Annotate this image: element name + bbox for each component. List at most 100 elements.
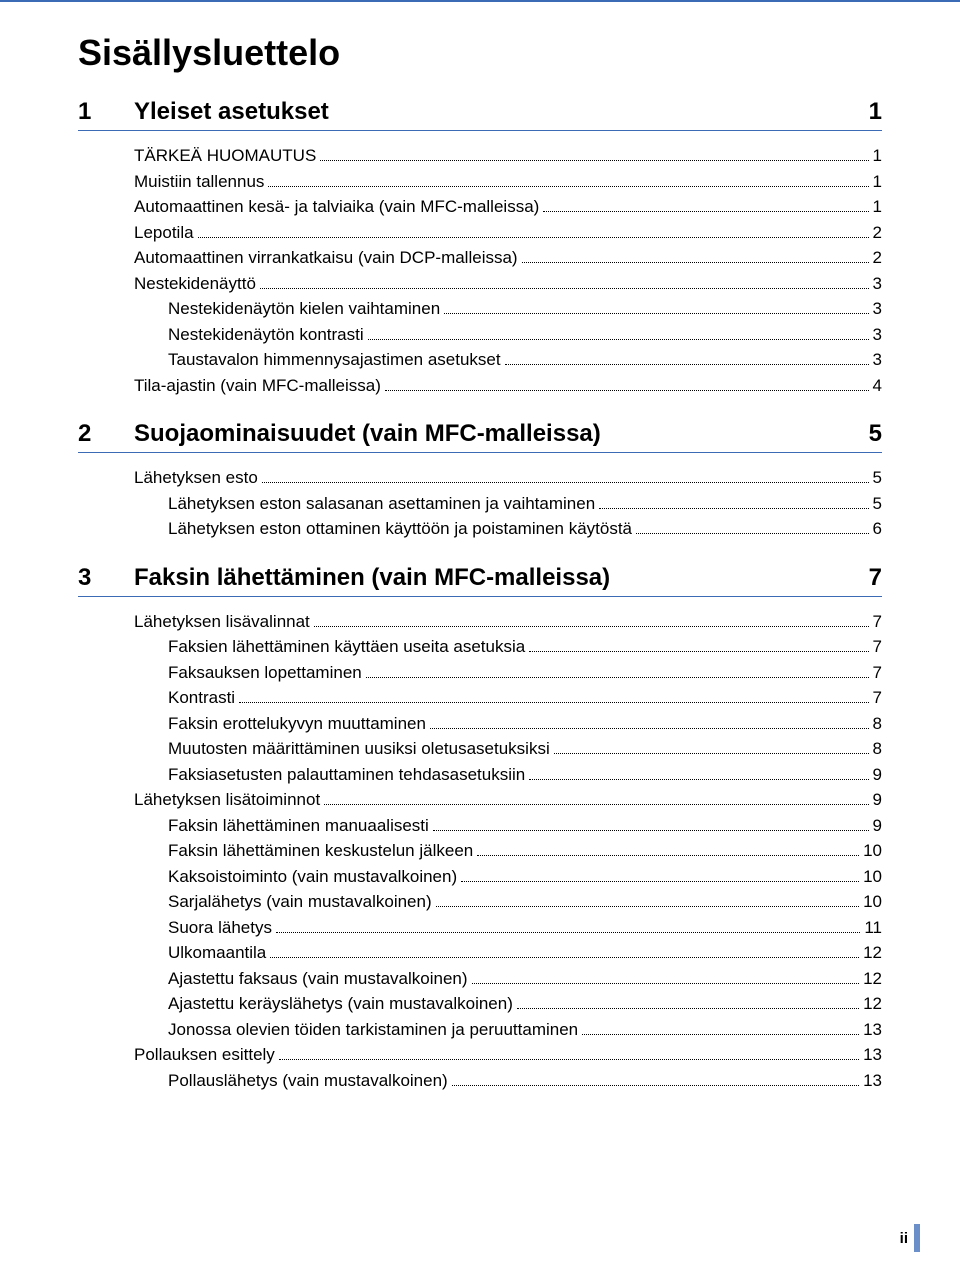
toc-entry[interactable]: Lähetyksen lisävalinnat 7 [134, 609, 882, 635]
toc-section: 2Suojaominaisuudet (vain MFC-malleissa)5… [78, 420, 882, 542]
toc-entry-page: 7 [873, 634, 882, 660]
toc-entry-page: 9 [873, 762, 882, 788]
toc-entry[interactable]: Pollauslähetys (vain mustavalkoinen) 13 [134, 1068, 882, 1094]
toc-entry[interactable]: Faksin lähettäminen manuaalisesti 9 [134, 813, 882, 839]
toc-entry[interactable]: Tila-ajastin (vain MFC-malleissa) 4 [134, 373, 882, 399]
toc-entry[interactable]: Lepotila 2 [134, 220, 882, 246]
toc-entry-page: 8 [873, 711, 882, 737]
section-entries: Lähetyksen lisävalinnat 7Faksien lähettä… [78, 609, 882, 1094]
toc-entry[interactable]: Suora lähetys 11 [134, 915, 882, 941]
toc-entry-page: 12 [863, 940, 882, 966]
toc-entry-page: 9 [873, 813, 882, 839]
toc-entry-page: 3 [873, 271, 882, 297]
toc-entry[interactable]: Nestekidenäytön kontrasti 3 [134, 322, 882, 348]
section-title: Faksin lähettäminen (vain MFC-malleissa) [134, 564, 859, 592]
toc-entry-label: Faksin lähettäminen keskustelun jälkeen [168, 838, 473, 864]
leader-dots [366, 677, 869, 678]
footer-page-number: ii [900, 1230, 908, 1247]
leader-dots [198, 237, 869, 238]
toc-entry[interactable]: Lähetyksen lisätoiminnot 9 [134, 787, 882, 813]
page: Sisällysluettelo 1Yleiset asetukset1TÄRK… [0, 0, 960, 1270]
toc-entry[interactable]: Faksauksen lopettaminen 7 [134, 660, 882, 686]
toc-entry[interactable]: TÄRKEÄ HUOMAUTUS 1 [134, 143, 882, 169]
toc-entry-label: Faksauksen lopettaminen [168, 660, 362, 686]
toc-entry-label: Ulkomaantila [168, 940, 266, 966]
leader-dots [260, 288, 869, 289]
toc-entry-page: 7 [873, 685, 882, 711]
toc-entry[interactable]: Taustavalon himmennysajastimen asetukset… [134, 347, 882, 373]
section-entries: TÄRKEÄ HUOMAUTUS 1Muistiin tallennus 1Au… [78, 143, 882, 398]
toc-entry-label: Muutosten määrittäminen uusiksi oletusas… [168, 736, 550, 762]
toc-entry-page: 3 [873, 296, 882, 322]
leader-dots [270, 957, 859, 958]
toc-entry[interactable]: Jonossa olevien töiden tarkistaminen ja … [134, 1017, 882, 1043]
leader-dots [554, 753, 869, 754]
toc-entry[interactable]: Kontrasti 7 [134, 685, 882, 711]
toc-entry[interactable]: Ajastettu faksaus (vain mustavalkoinen) … [134, 966, 882, 992]
footer-bar-icon [914, 1224, 920, 1252]
toc-entry-page: 1 [873, 143, 882, 169]
toc-entry-label: Faksiasetusten palauttaminen tehdasasetu… [168, 762, 525, 788]
leader-dots [314, 626, 869, 627]
toc-entry-page: 6 [873, 516, 882, 542]
toc-entry-label: Lähetyksen eston salasanan asettaminen j… [168, 491, 595, 517]
toc-entry-label: Tila-ajastin (vain MFC-malleissa) [134, 373, 381, 399]
leader-dots [279, 1059, 859, 1060]
toc-entry-label: Lepotila [134, 220, 194, 246]
leader-dots [529, 779, 868, 780]
toc-entry[interactable]: Automaattinen virrankatkaisu (vain DCP-m… [134, 245, 882, 271]
leader-dots [444, 313, 868, 314]
toc-entry-label: Kontrasti [168, 685, 235, 711]
toc-entry-page: 3 [873, 347, 882, 373]
toc-entry-page: 7 [873, 609, 882, 635]
leader-dots [276, 932, 860, 933]
section-number: 1 [78, 98, 134, 126]
toc-entry-page: 13 [863, 1042, 882, 1068]
toc-entry-label: Sarjalähetys (vain mustavalkoinen) [168, 889, 432, 915]
toc-entry[interactable]: Ajastettu keräyslähetys (vain mustavalko… [134, 991, 882, 1017]
toc-section: 1Yleiset asetukset1TÄRKEÄ HUOMAUTUS 1Mui… [78, 98, 882, 398]
toc-entry[interactable]: Lähetyksen esto 5 [134, 465, 882, 491]
toc-entry-page: 12 [863, 966, 882, 992]
leader-dots [320, 160, 868, 161]
toc-entry-label: Muistiin tallennus [134, 169, 264, 195]
document-title: Sisällysluettelo [78, 32, 882, 74]
toc-entry[interactable]: Faksin erottelukyvyn muuttaminen 8 [134, 711, 882, 737]
toc-entry-label: Lähetyksen esto [134, 465, 258, 491]
section-header: 3Faksin lähettäminen (vain MFC-malleissa… [78, 564, 882, 597]
toc-entry-page: 9 [873, 787, 882, 813]
toc-entry[interactable]: Lähetyksen eston salasanan asettaminen j… [134, 491, 882, 517]
toc-entry[interactable]: Ulkomaantila 12 [134, 940, 882, 966]
toc-entry[interactable]: Faksien lähettäminen käyttäen useita ase… [134, 634, 882, 660]
toc-entry[interactable]: Faksin lähettäminen keskustelun jälkeen … [134, 838, 882, 864]
toc-entry[interactable]: Nestekidenäyttö 3 [134, 271, 882, 297]
toc-entry[interactable]: Nestekidenäytön kielen vaihtaminen 3 [134, 296, 882, 322]
toc-entry[interactable]: Muistiin tallennus 1 [134, 169, 882, 195]
toc-entry[interactable]: Muutosten määrittäminen uusiksi oletusas… [134, 736, 882, 762]
leader-dots [543, 211, 868, 212]
toc-entry-label: Suora lähetys [168, 915, 272, 941]
toc-entry-label: Lähetyksen lisätoiminnot [134, 787, 320, 813]
leader-dots [522, 262, 869, 263]
toc-entry[interactable]: Faksiasetusten palauttaminen tehdasasetu… [134, 762, 882, 788]
toc-entry[interactable]: Automaattinen kesä- ja talviaika (vain M… [134, 194, 882, 220]
toc-entry-page: 5 [873, 491, 882, 517]
toc-entry-page: 2 [873, 220, 882, 246]
toc-entry-page: 12 [863, 991, 882, 1017]
toc-entry[interactable]: Pollauksen esittely 13 [134, 1042, 882, 1068]
leader-dots [529, 651, 868, 652]
toc-entry[interactable]: Sarjalähetys (vain mustavalkoinen) 10 [134, 889, 882, 915]
toc-entry-page: 13 [863, 1068, 882, 1094]
section-page: 1 [859, 98, 882, 126]
toc-entry[interactable]: Kaksoistoiminto (vain mustavalkoinen) 10 [134, 864, 882, 890]
toc-entry-page: 10 [863, 889, 882, 915]
toc-entry-page: 1 [873, 194, 882, 220]
leader-dots [368, 339, 869, 340]
leader-dots [262, 482, 869, 483]
toc-entry[interactable]: Lähetyksen eston ottaminen käyttöön ja p… [134, 516, 882, 542]
toc-entry-label: TÄRKEÄ HUOMAUTUS [134, 143, 316, 169]
toc-entry-page: 3 [873, 322, 882, 348]
leader-dots [461, 881, 859, 882]
toc-entry-page: 2 [873, 245, 882, 271]
leader-dots [239, 702, 868, 703]
